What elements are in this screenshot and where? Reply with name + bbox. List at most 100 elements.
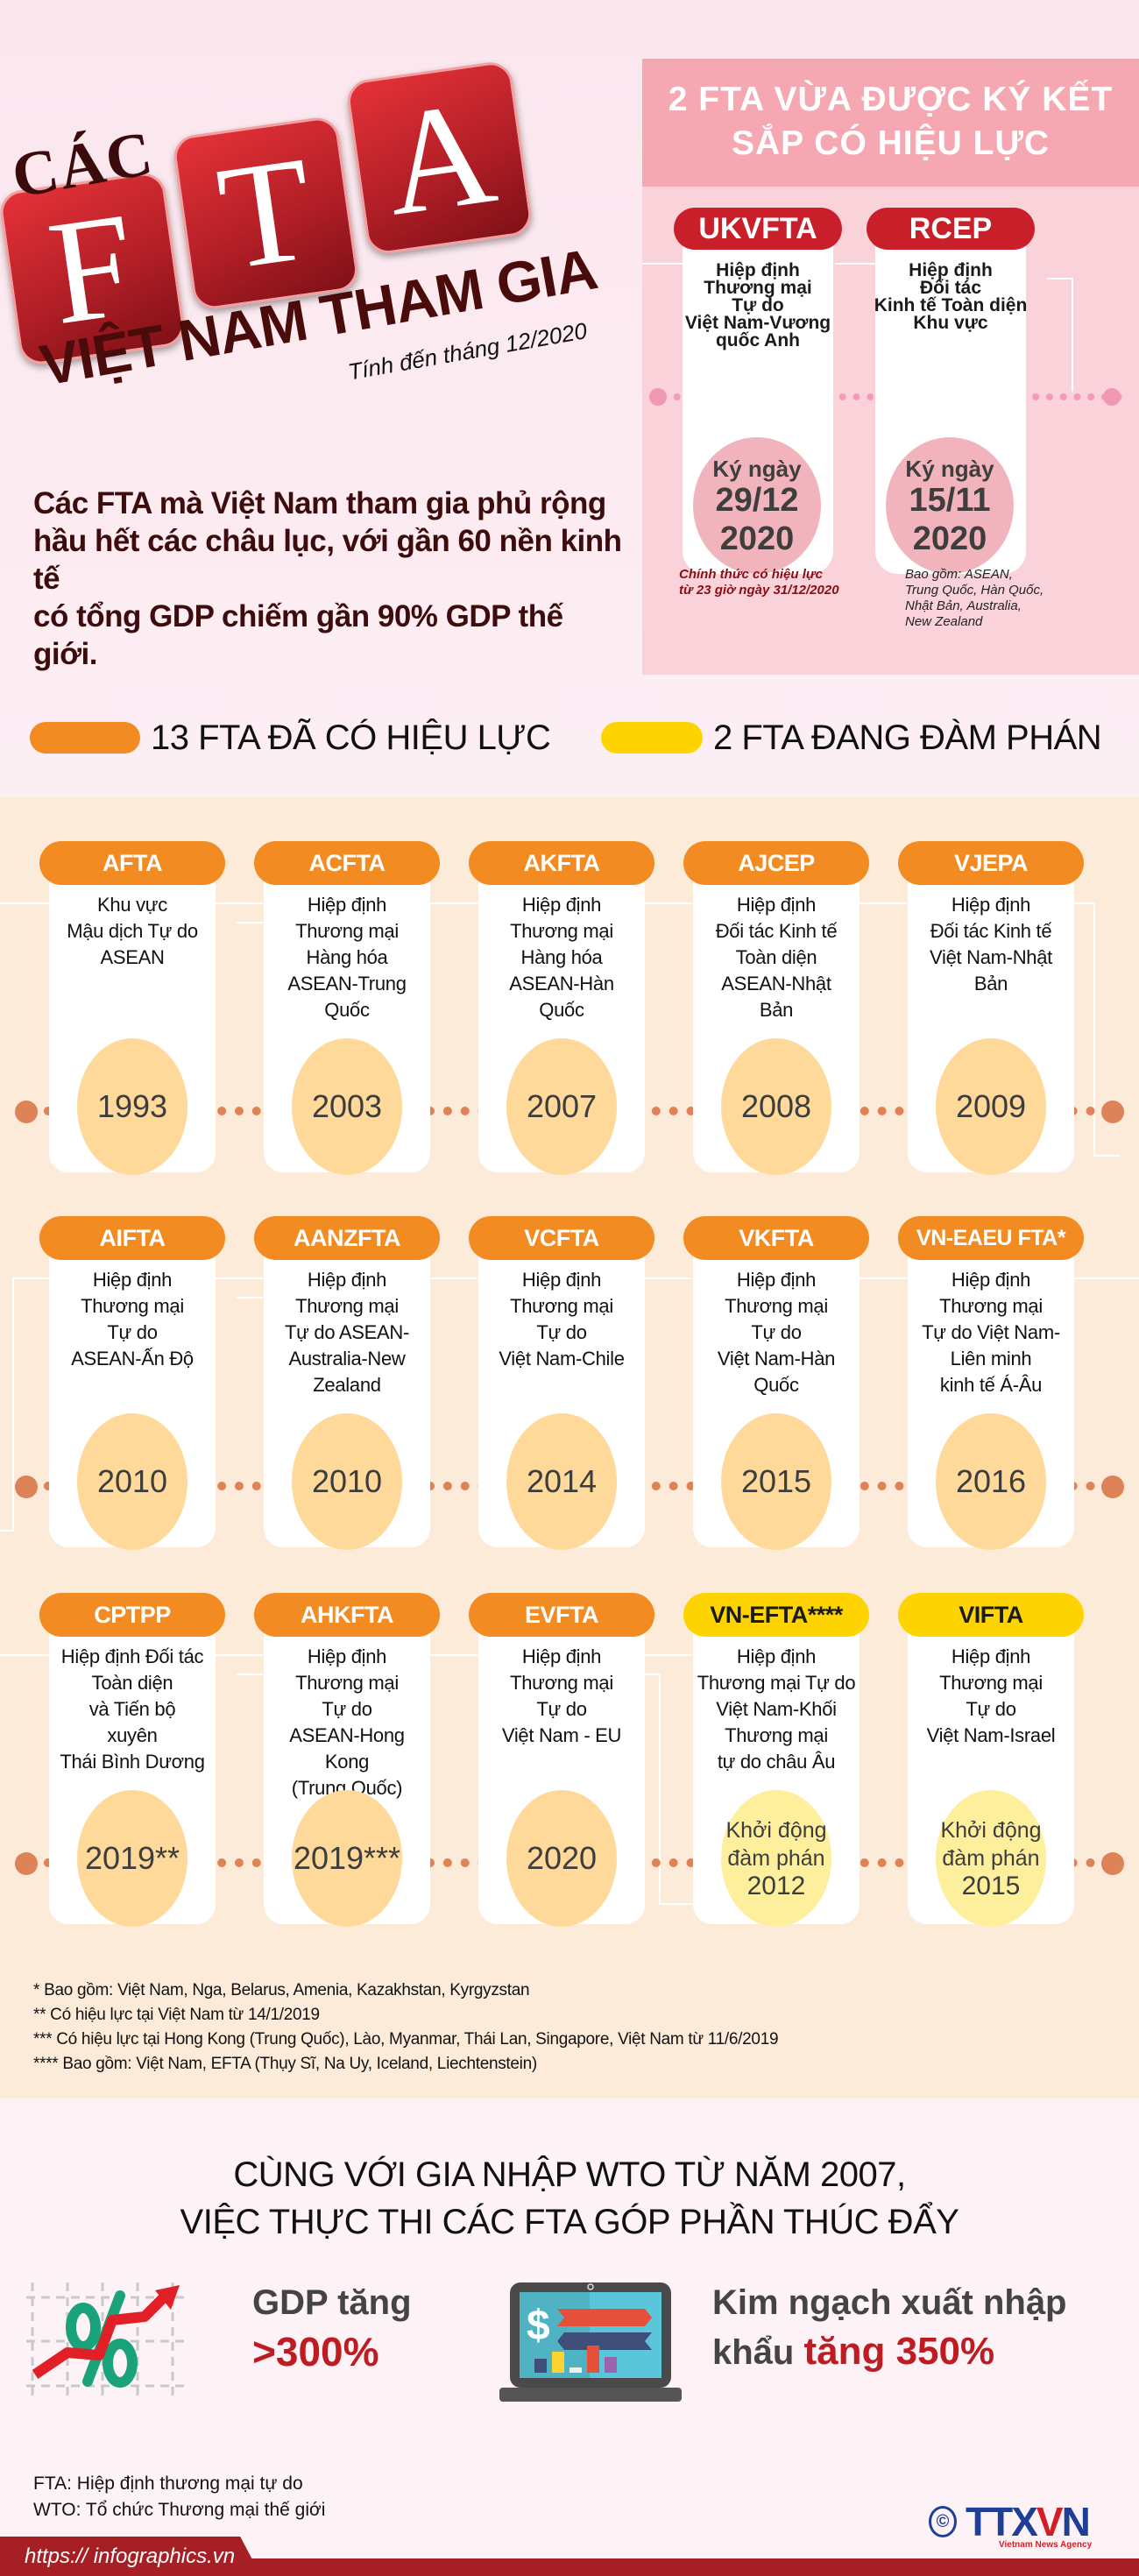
fta-card-vifta: VIFTA Hiệp định Thương mại Tự do Việt Na… <box>898 1593 1084 1927</box>
ttxvn-logo: © TTXVN Vietnam News Agency <box>929 2502 1092 2550</box>
tile-a: A <box>344 59 534 257</box>
fta-description: Hiệp định Thương mại Tự do ASEAN-Hong Ko… <box>289 1645 405 1799</box>
rcep-note: Bao gồm: ASEAN, Trung Quốc, Hàn Quốc, Nh… <box>905 567 1044 629</box>
fta-grid-section: AFTA Khu vực Mậu dịch Tự do ASEAN 1993 A… <box>0 797 1139 2098</box>
copyright-icon: © <box>929 2506 957 2537</box>
connector-line <box>0 902 53 904</box>
timeline-start-dot <box>15 1852 38 1875</box>
fta-description: Hiệp định Đối tác Toàn diện và Tiến bộ x… <box>60 1645 205 1773</box>
connector-line <box>0 1530 14 1532</box>
wto-title: CÙNG VỚI GIA NHẬP WTO TỪ NĂM 2007, VIỆC … <box>180 2155 959 2241</box>
fta-card-aifta: AIFTA Hiệp định Thương mại Tự do ASEAN-Ấ… <box>39 1216 225 1550</box>
fta-name-pill: VKFTA <box>683 1216 869 1260</box>
year-circle: 2010 <box>292 1413 402 1550</box>
source-link[interactable]: https:// infographics.vn <box>0 2537 261 2576</box>
connector-line <box>854 902 907 904</box>
fta-description: Hiệp định Thương mại Tự do Việt Nam- Liê… <box>922 1269 1060 1396</box>
year-circle: 2010 <box>77 1413 187 1550</box>
fta-description: Hiệp định Thương mại Tự do ASEAN- Austra… <box>285 1269 409 1396</box>
connector-line <box>659 1674 661 1905</box>
fta-name-pill: VIFTA <box>898 1593 1084 1637</box>
fta-card-acfta: ACFTA Hiệp định Thương mại Hàng hóa ASEA… <box>254 841 440 1175</box>
sign-date-circle: Ký ngày 29/12 2020 <box>693 437 821 574</box>
connector-line <box>640 902 692 904</box>
connector-line <box>1047 278 1073 280</box>
ukvfta-note: Chính thức có hiệu lực từ 23 giờ ngày 31… <box>679 567 839 598</box>
fta-description: Hiệp định Thương mại Hàng hóa ASEAN-Trun… <box>287 894 407 1021</box>
year-circle: 2003 <box>292 1038 402 1175</box>
footer-bar <box>0 2558 1139 2576</box>
fta-description: Khu vực Mậu dịch Tự do ASEAN <box>67 894 198 968</box>
signed-fta-box: 2 FTA VỪA ĐƯỢC KÝ KẾT SẮP CÓ HIỆU LỰC UK… <box>642 59 1139 675</box>
signed-header: 2 FTA VỪA ĐƯỢC KÝ KẾT SẮP CÓ HIỆU LỰC <box>642 59 1139 187</box>
fta-name-pill: ACFTA <box>254 841 440 885</box>
fta-row-3: CPTPP Hiệp định Đối tác Toàn diện và Tiế… <box>0 1593 1139 1943</box>
fta-name-pill: CPTPP <box>39 1593 225 1637</box>
timeline-end-dot <box>1101 1100 1124 1123</box>
connector-line <box>835 263 888 265</box>
fta-description: Hiệp định Thương mại Tự do Việt Nam-Chil… <box>499 1269 625 1369</box>
orange-swatch <box>30 722 140 754</box>
fta-name-pill: UKVFTA <box>674 208 842 250</box>
year-circle: 2019** <box>77 1790 187 1927</box>
year-circle: 2007 <box>506 1038 617 1175</box>
fta-card-evfta: EVFTA Hiệp định Thương mại Tự do Việt Na… <box>469 1593 654 1927</box>
connector-line <box>12 1277 53 1279</box>
connector-line <box>640 1674 661 1675</box>
connector-line <box>425 902 478 904</box>
fta-row-1: AFTA Khu vực Mậu dịch Tự do ASEAN 1993 A… <box>0 841 1139 1192</box>
connector-line <box>1093 902 1095 1157</box>
connector-line <box>642 263 695 265</box>
connector-line <box>237 1297 263 1299</box>
connector-line <box>1069 902 1095 904</box>
connector-line <box>210 1654 263 1656</box>
connector-line <box>12 1277 14 1532</box>
connector-line <box>210 1277 263 1279</box>
signed-card-ukvfta: UKVFTA Hiệp định Thương mại Tự do Việt N… <box>674 208 842 576</box>
signed-card-rcep: RCEP Hiệp định Đối tác Kinh tế Toàn diện… <box>867 208 1035 576</box>
timeline-end-dot <box>1103 388 1121 406</box>
fta-name-pill: RCEP <box>867 208 1035 250</box>
fta-description: Hiệp định Đối tác Kinh tế Toàn diện Khu … <box>874 260 1028 333</box>
fta-name-pill: AIFTA <box>39 1216 225 1260</box>
fta-card-vn-eaeu: VN-EAEU FTA* Hiệp định Thương mại Tự do … <box>898 1216 1084 1550</box>
year-circle: 2016 <box>936 1413 1046 1550</box>
gdp-stat: GDP tăng >300% <box>252 2283 412 2374</box>
negotiation-start-circle: Khởi động đàm phán 2012 <box>721 1790 831 1927</box>
year-circle: 2015 <box>721 1413 831 1550</box>
fta-name-pill: AFTA <box>39 841 225 885</box>
year-circle: 2008 <box>721 1038 831 1175</box>
connector-line <box>640 1277 692 1279</box>
connector-line <box>0 1654 53 1656</box>
legend-effective: 13 FTA ĐÃ CÓ HIỆU LỰC <box>30 718 551 757</box>
trade-stat: Kim ngạch xuất nhập khẩu tăng 350% <box>712 2283 1067 2373</box>
legend-negotiating: 2 FTA ĐANG ĐÀM PHÁN <box>601 718 1102 757</box>
footnotes: * Bao gồm: Việt Nam, Nga, Belarus, Ameni… <box>33 1981 779 2073</box>
percent-growth-chart-icon <box>26 2282 184 2401</box>
connector-line <box>237 922 263 924</box>
title-block: F T A CÁC VIỆT NAM THAM GIA Tính đến thá… <box>0 0 631 438</box>
fta-name-pill: AJCEP <box>683 841 869 885</box>
fta-description: Hiệp định Đối tác Kinh tế Toàn diện ASEA… <box>715 894 838 1021</box>
timeline-start-dot <box>15 1100 38 1123</box>
fta-name-pill: VCFTA <box>469 1216 654 1260</box>
fta-name-pill: VN-EAEU FTA* <box>898 1216 1084 1260</box>
sign-date-circle: Ký ngày 15/11 2020 <box>886 437 1014 574</box>
connector-line <box>1069 1277 1139 1279</box>
fta-card-ahkfta: AHKFTA Hiệp định Thương mại Tự do ASEAN-… <box>254 1593 440 1927</box>
fta-description: Hiệp định Thương mại Tự do ASEAN-Ấn Độ <box>71 1269 194 1369</box>
fta-card-vcfta: VCFTA Hiệp định Thương mại Tự do Việt Na… <box>469 1216 654 1550</box>
fta-name-pill: VN-EFTA**** <box>683 1593 869 1637</box>
fta-description: Hiệp định Thương mại Tự do Việt Nam-Khối… <box>697 1645 856 1773</box>
year-circle: 2009 <box>936 1038 1046 1175</box>
fta-description: Hiệp định Thương mại Tự do Việt Nam-Isra… <box>926 1645 1056 1746</box>
fta-card-vn-efta: VN-EFTA**** Hiệp định Thương mại Tự do V… <box>683 1593 869 1927</box>
fta-name-pill: AKFTA <box>469 841 654 885</box>
fta-description: Hiệp định Thương mại Hàng hóa ASEAN-Hàn … <box>509 894 614 1021</box>
fta-description: Hiệp định Thương mại Tự do Việt Nam - EU <box>501 1645 622 1746</box>
fta-card-akfta: AKFTA Hiệp định Thương mại Hàng hóa ASEA… <box>469 841 654 1175</box>
timeline-end-dot <box>1101 1852 1124 1875</box>
fta-card-vjepa: VJEPA Hiệp định Đối tác Kinh tế Việt Nam… <box>898 841 1084 1175</box>
fta-card-ajcep: AJCEP Hiệp định Đối tác Kinh tế Toàn diệ… <box>683 841 869 1175</box>
fta-card-aanzfta: AANZFTA Hiệp định Thương mại Tự do ASEAN… <box>254 1216 440 1550</box>
